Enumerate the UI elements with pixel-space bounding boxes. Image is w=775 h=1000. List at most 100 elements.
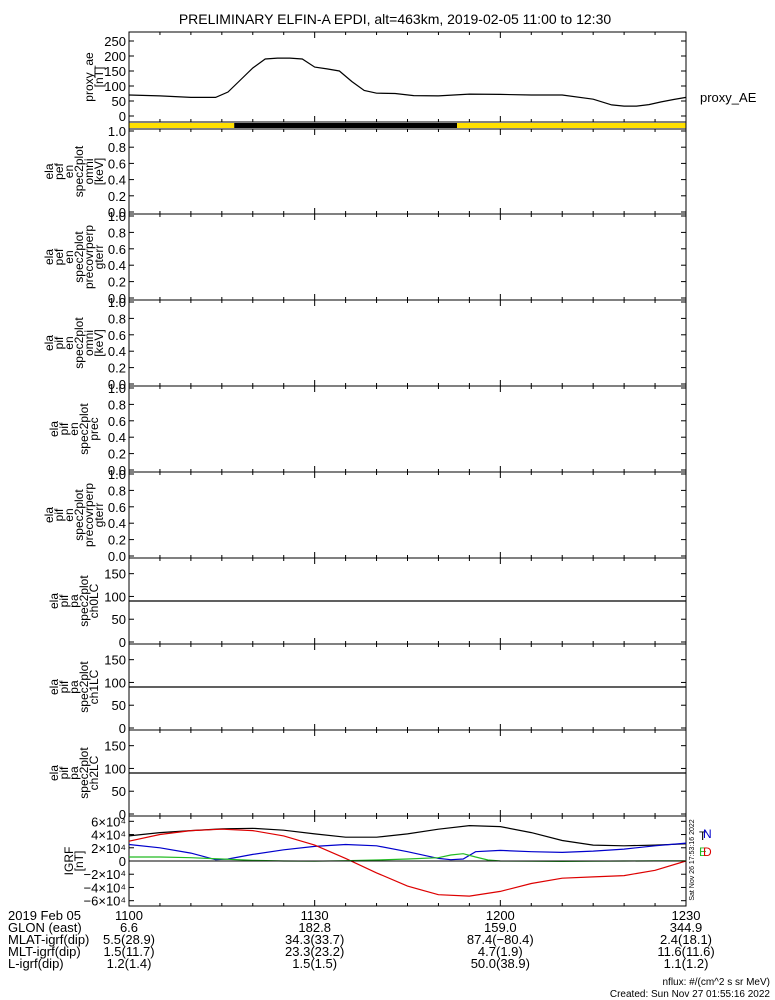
y-tick-label: 1.0 <box>108 295 126 310</box>
y-tick-label: 0 <box>119 854 126 869</box>
y-axis-label-line: ela <box>47 421 61 437</box>
y-tick-label: 0.6 <box>108 156 126 171</box>
y-tick-label: 100 <box>104 79 126 94</box>
y-tick-label: 0.2 <box>108 275 126 290</box>
y-tick-label: 1.0 <box>108 209 126 224</box>
y-tick-label: 0.8 <box>108 140 126 155</box>
y-axis-label-line: pif <box>52 336 66 349</box>
y-tick-label: 0.2 <box>108 447 126 462</box>
y-tick-label: 0.2 <box>108 189 126 204</box>
y-axis-label-line: en <box>62 336 76 349</box>
ephemeris-value: 11.6(11.6) <box>657 944 714 959</box>
ephemeris-row-label: L-igrf(dip) <box>8 956 64 971</box>
ephemeris-value: 5.5(28.9) <box>103 932 155 947</box>
y-axis-label-line: precovrperp <box>82 225 96 289</box>
ephemeris-value: 87.4(−80.4) <box>467 932 534 947</box>
y-axis-label-line: en <box>67 422 81 435</box>
y-axis-label-line: pef <box>52 248 66 265</box>
y-tick-label: 0.0 <box>108 291 126 306</box>
y-tick-label: 100 <box>104 675 126 690</box>
series-line-3 <box>129 853 686 863</box>
y-tick-label: 50 <box>112 612 126 627</box>
ephemeris-value: 1200 <box>486 908 515 923</box>
y-tick-label: 0 <box>119 807 126 822</box>
y-tick-label: 1.0 <box>108 467 126 482</box>
panel-frame <box>128 31 687 123</box>
y-axis-label-line: en <box>62 165 76 178</box>
ephemeris-row-label: 2019 Feb 05 <box>8 908 81 923</box>
y-tick-label: 1.0 <box>108 124 126 139</box>
y-tick-label: 0.4 <box>108 173 126 188</box>
y-axis-label-line: spec2plot <box>77 575 91 627</box>
y-axis-label-line: gterr <box>92 503 106 528</box>
panel-2: 0.00.20.4 0.60.81.0 elapefenspec2plotomni[… <box>42 124 687 220</box>
y-tick-label: 150 <box>104 653 126 668</box>
y-tick-label: 0.4 <box>108 430 126 445</box>
series-line-2 <box>128 828 687 897</box>
y-axis-label-line: omni <box>82 158 96 184</box>
panel-frame <box>128 128 687 215</box>
y-axis-label-line: pif <box>57 680 71 693</box>
y-axis-label-line: ela <box>42 163 56 179</box>
y-tick-label: 0.0 <box>108 463 126 478</box>
y-axis-label-line: pa <box>67 680 81 694</box>
y-tick-label: 150 <box>104 739 126 754</box>
y-tick-label: 200 <box>104 49 126 64</box>
y-axis-label-line: precovrperp <box>82 483 96 547</box>
y-axis-label-line: ela <box>47 765 61 781</box>
y-tick-label: 0 <box>119 721 126 736</box>
legend-entry: E <box>699 845 707 859</box>
y-axis-label-line: gterr <box>92 245 106 270</box>
y-tick-label: 100 <box>104 761 126 776</box>
y-axis-label-line: en <box>62 508 76 521</box>
y-axis-label-line: ela <box>42 335 56 351</box>
y-tick-label: 0.6 <box>108 328 126 343</box>
y-tick-label: 0 <box>119 109 126 124</box>
legend-entry: D <box>703 845 712 859</box>
y-axis-label-line: prec <box>87 417 101 440</box>
series-label: proxy_AE <box>700 90 757 105</box>
ephemeris-value: 2.4(18.1) <box>660 932 712 947</box>
y-tick-label: 0.6 <box>108 242 126 257</box>
ephemeris-value: 1.5(11.7) <box>103 944 154 959</box>
ephemeris-row-label: GLON (east) <box>8 920 82 935</box>
created-timestamp: Created: Sun Nov 27 01:55:16 2022 <box>610 989 771 1000</box>
y-axis-label-line: pa <box>67 594 81 608</box>
y-axis-label-line: ela <box>42 507 56 523</box>
y-axis-label-line: spec2plot <box>72 317 86 369</box>
y-tick-label: 50 <box>112 94 126 109</box>
ephemeris-value: 344.9 <box>670 920 703 935</box>
y-axis-label-line: spec2plot <box>72 231 86 283</box>
segment-1 <box>234 123 458 128</box>
ephemeris-value: 182.8 <box>298 920 331 935</box>
y-tick-label: 0.6 <box>108 414 126 429</box>
y-tick-label: 150 <box>104 567 126 582</box>
ephemeris-value: 50.0(38.9) <box>471 956 530 971</box>
y-tick-label: 0.8 <box>108 311 126 326</box>
y-tick-label: 0.4 <box>108 516 126 531</box>
y-tick-label: 0.6 <box>108 500 126 515</box>
y-axis-label-line: omni <box>82 330 96 356</box>
ephemeris-value: 1100 <box>115 908 143 923</box>
y-axis-label-line: ch2LC <box>87 755 101 790</box>
y-tick-label: 0.0 <box>108 205 126 220</box>
y-axis-label-line: spec2plot <box>72 489 86 541</box>
panel-frame <box>128 471 687 559</box>
y-axis-label-line: pif <box>57 594 71 607</box>
ephemeris-value: 1.5(1.5) <box>292 956 337 971</box>
y-axis-label-line: pif <box>57 422 71 435</box>
y-tick-label: 0.2 <box>108 533 126 548</box>
y-axis-label-line: [nT] <box>92 67 106 88</box>
y-tick-label: 0.8 <box>108 483 126 498</box>
y-tick-label: 0.2 <box>108 361 126 376</box>
y-axis-label-line: pef <box>52 162 66 179</box>
nflux-units-note: nflux: #/(cm^2 s sr MeV) <box>663 977 771 988</box>
panel-6: 0.00.2 0.40.6 0.81.0 elapifenspec2plotpreco… <box>42 467 687 564</box>
y-axis-label-line: ela <box>47 593 61 609</box>
ephemeris-value: 34.3(33.7) <box>285 932 344 947</box>
segment-2 <box>457 123 686 128</box>
